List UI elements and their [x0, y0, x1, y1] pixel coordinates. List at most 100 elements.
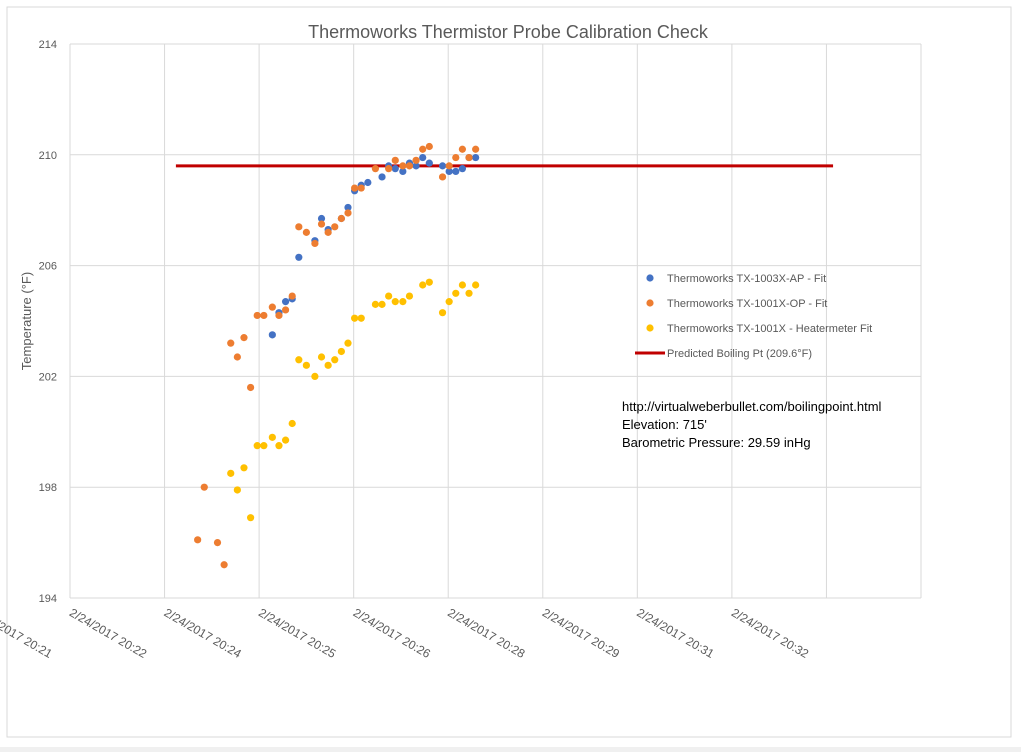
series-2-point — [445, 162, 453, 170]
series-3-point — [458, 281, 467, 289]
y-tick-label: 210 — [39, 150, 57, 162]
series-3-point — [324, 361, 332, 369]
series-3-point — [253, 442, 261, 450]
chart-area-border — [6, 6, 1012, 738]
series-1-point — [425, 159, 433, 167]
series-2-point — [288, 292, 296, 300]
grid-lines — [69, 43, 922, 599]
legend: Thermoworks TX-1003X-AP - Fit Thermoworks… — [635, 273, 872, 360]
series-2-point — [200, 483, 208, 491]
series-1-point — [419, 153, 427, 162]
legend-label: Thermoworks TX-1001X - Heatermeter Fit — [667, 323, 872, 335]
series-2-point — [399, 162, 407, 170]
series-2-point — [371, 165, 380, 173]
series-2-point — [351, 184, 359, 192]
series-3-point — [275, 442, 283, 450]
series-1-point — [344, 203, 352, 212]
series-2-point — [324, 228, 332, 236]
y-tick-label: 194 — [39, 593, 57, 605]
series-3-point — [445, 298, 453, 306]
y-tick-label: 198 — [39, 482, 57, 494]
series-3-point — [405, 292, 414, 300]
annotation-text: http://virtualweberbullet.com/boilingpoi… — [622, 399, 882, 450]
series-3-point — [317, 353, 326, 361]
chart-title: Thermoworks Thermistor Probe Calibration… — [308, 22, 709, 42]
series-1-point — [378, 173, 386, 181]
series-3-point — [399, 298, 407, 306]
series-3-point — [233, 486, 241, 494]
series-2-point — [385, 165, 393, 173]
series-3-point — [337, 347, 345, 356]
series-3-point — [438, 309, 447, 317]
legend-label: Thermoworks TX-1003X-AP - Fit — [667, 273, 826, 285]
series-1-point — [472, 153, 480, 162]
annotation-pressure: Barometric Pressure: 29.59 inHg — [622, 435, 811, 450]
series-2-point — [344, 209, 352, 217]
series-2-point — [458, 145, 467, 153]
annotation-elevation: Elevation: 715' — [622, 417, 707, 432]
legend-label: Thermoworks TX-1001X-OP - Fit — [667, 298, 827, 310]
series-3-point — [351, 314, 359, 322]
series-3-point — [357, 314, 365, 322]
y-tick-label: 202 — [39, 371, 57, 383]
series-3-point — [344, 339, 352, 347]
legend-marker — [646, 274, 654, 282]
series-3-point — [378, 300, 386, 308]
series-2-point — [438, 173, 447, 181]
series-2-point — [465, 153, 473, 162]
series-3-point — [295, 356, 303, 364]
series-2-point — [425, 142, 433, 151]
y-tick-label: 206 — [39, 261, 57, 273]
series-1-point — [445, 167, 453, 176]
series-2-point — [317, 220, 326, 228]
series-3-point — [281, 436, 290, 444]
series-1-point — [391, 165, 399, 173]
legend-marker — [646, 299, 654, 307]
series-1-point — [364, 178, 372, 187]
annotation-url: http://virtualweberbullet.com/boilingpoi… — [622, 399, 882, 414]
series-3-point — [465, 289, 473, 297]
series-2-point — [275, 311, 283, 320]
series-2-point — [213, 539, 222, 547]
series-2-point — [194, 536, 202, 544]
series-3-point — [260, 442, 268, 450]
series-3-point — [331, 356, 339, 364]
series-1-point — [438, 162, 447, 170]
series-3-point — [247, 514, 255, 522]
series-2-point — [419, 145, 427, 153]
series-1-point — [317, 214, 326, 223]
series-2-point — [247, 383, 255, 392]
series-1-point — [399, 167, 407, 176]
series-2-point — [331, 223, 339, 231]
series-2-point — [227, 339, 235, 347]
series-3-point — [472, 281, 480, 289]
series-3-point — [240, 464, 248, 472]
series-2-point — [302, 228, 310, 236]
series-3-point — [371, 300, 380, 308]
data-points — [194, 142, 480, 569]
series-2-point — [412, 156, 420, 164]
series-2-point — [311, 239, 319, 248]
y-tick-label: 214 — [39, 39, 57, 51]
legend-marker — [646, 324, 654, 332]
series-3-point — [302, 361, 310, 369]
series-3-point — [419, 281, 427, 289]
series-3-point — [425, 278, 433, 286]
series-3-point — [268, 433, 276, 441]
y-axis-label: Temperature (°F) — [19, 272, 34, 370]
series-3-point — [227, 469, 235, 477]
series-1-point — [452, 167, 460, 176]
series-3-point — [311, 372, 319, 380]
series-3-point — [288, 419, 296, 428]
series-2-point — [281, 306, 290, 314]
series-2-point — [220, 561, 228, 569]
series-2-point — [240, 334, 248, 342]
series-2-point — [337, 214, 345, 223]
series-3-point — [385, 292, 393, 300]
series-1-point — [268, 331, 276, 339]
series-2-point — [391, 156, 399, 164]
series-2-point — [253, 311, 261, 320]
series-2-point — [472, 145, 480, 153]
